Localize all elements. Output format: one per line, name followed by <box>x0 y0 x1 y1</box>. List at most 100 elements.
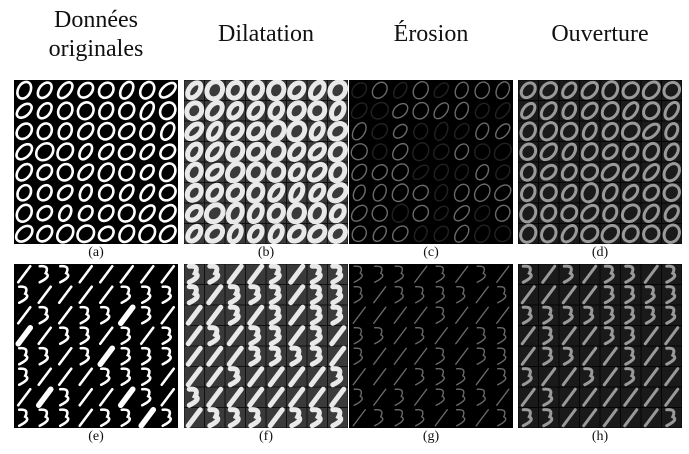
filter-cell <box>621 101 641 121</box>
digit-zero-mark <box>204 100 225 122</box>
digit-zero-mark <box>158 81 177 99</box>
digit-zero-mark <box>246 202 265 225</box>
digit-one-mark <box>520 326 536 346</box>
digit-zero-mark <box>97 162 115 183</box>
digit-zero-mark <box>246 121 266 142</box>
digit-three-mark <box>435 285 445 304</box>
digit-one-mark <box>35 386 54 409</box>
digit-zero-mark <box>474 102 490 119</box>
panel-background <box>349 264 513 428</box>
digit-one-mark <box>414 265 428 283</box>
digit-zero-mark <box>117 203 136 223</box>
digit-three-mark <box>521 305 533 325</box>
digit-zero-mark <box>642 224 661 244</box>
digit-zero-mark <box>642 183 660 202</box>
digit-one-mark <box>643 408 659 428</box>
digit-zero-mark <box>622 142 640 161</box>
digit-three-mark <box>330 304 344 326</box>
digit-three-mark <box>435 265 445 283</box>
digit-three-mark <box>120 367 132 387</box>
digit-three-mark <box>99 305 111 325</box>
digit-zero-mark <box>453 183 470 202</box>
digit-three-mark <box>207 264 221 285</box>
digit-zero-mark <box>433 121 449 141</box>
digit-three-mark <box>38 264 50 284</box>
digit-one-mark <box>16 387 32 407</box>
digit-one-mark <box>226 386 244 408</box>
filter-cell <box>641 121 661 141</box>
digit-zero-mark <box>118 183 135 202</box>
digit-zero-mark <box>600 162 620 182</box>
digit-three-mark <box>476 347 486 365</box>
digit-zero-mark <box>475 163 490 181</box>
digit-one-mark <box>185 304 203 326</box>
digit-zero-mark <box>580 80 599 100</box>
digit-zero-mark <box>642 203 661 223</box>
digit-zero-mark <box>36 163 54 181</box>
digit-three-mark <box>309 345 323 367</box>
digit-zero-mark <box>372 183 387 202</box>
digit-three-mark <box>140 346 152 366</box>
digit-one-mark <box>475 306 489 324</box>
digit-zero-mark <box>118 162 136 182</box>
digit-zero-mark <box>139 143 156 161</box>
digit-three-mark <box>289 345 303 367</box>
digit-one-mark <box>602 387 618 407</box>
digit-zero-mark <box>56 81 74 100</box>
digit-zero-mark <box>392 81 408 99</box>
digit-zero-mark <box>139 100 156 121</box>
digit-three-mark <box>186 386 200 408</box>
caption-e: (e) <box>88 429 104 444</box>
digit-three-mark <box>186 284 200 306</box>
digit-zero-mark <box>267 223 285 244</box>
digit-zero-mark <box>56 162 75 182</box>
digit-zero-mark <box>494 204 511 222</box>
digit-one-mark <box>288 325 306 347</box>
digit-zero-mark <box>392 123 408 139</box>
digit-three-mark <box>309 304 323 326</box>
digit-zero-mark <box>580 203 600 223</box>
digit-three-mark <box>456 408 466 427</box>
digit-zero-mark <box>620 203 641 224</box>
digit-zero-mark <box>473 183 491 203</box>
digit-zero-mark <box>288 181 306 204</box>
digit-three-mark <box>644 305 656 325</box>
digit-three-mark <box>644 285 656 305</box>
digit-zero-mark <box>454 101 470 120</box>
digit-three-mark <box>476 265 486 283</box>
digit-zero-mark <box>412 184 429 201</box>
digit-zero-mark <box>15 142 34 161</box>
digit-zero-mark <box>494 102 511 120</box>
digit-zero-mark <box>642 141 661 162</box>
digit-three-mark <box>161 326 173 346</box>
digit-zero-mark <box>561 81 578 100</box>
digit-three-mark <box>497 285 507 304</box>
digit-zero-mark <box>306 161 328 183</box>
digit-three-mark <box>542 326 554 346</box>
filter-cell <box>621 183 641 203</box>
digit-three-mark <box>353 285 363 304</box>
digit-three-mark <box>330 284 344 306</box>
digit-zero-mark <box>413 122 429 140</box>
digit-three-mark <box>227 284 241 306</box>
digit-zero-mark <box>474 224 491 244</box>
digit-zero-mark <box>36 101 53 120</box>
digit-three-mark <box>394 265 404 283</box>
digit-three-mark <box>268 345 282 367</box>
digit-zero-mark <box>622 163 640 182</box>
digit-three-mark <box>17 408 29 428</box>
digit-zero-mark <box>204 223 226 244</box>
digit-zero-mark <box>662 223 681 244</box>
digit-zero-mark <box>602 204 619 223</box>
column-title-ouverture: Ouverture <box>551 21 649 47</box>
digit-zero-mark <box>118 224 136 244</box>
digit-three-mark <box>353 347 363 365</box>
digit-zero-mark <box>245 141 266 162</box>
digit-three-mark <box>248 407 262 428</box>
digit-zero-mark <box>560 163 578 182</box>
digit-three-mark <box>476 326 486 345</box>
digit-zero-mark <box>371 122 389 140</box>
digit-zero-mark <box>663 142 680 162</box>
digit-zero-mark <box>519 81 537 100</box>
digit-zero-mark <box>286 100 307 122</box>
